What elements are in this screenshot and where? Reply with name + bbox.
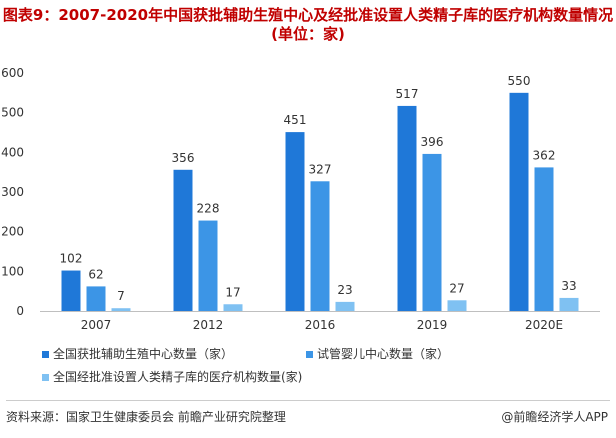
bar: [335, 301, 355, 311]
bar: [422, 153, 442, 311]
data-label: 17: [225, 285, 240, 299]
chart-title: 图表9：2007-2020年中国获批辅助生殖中心及经批准设置人类精子库的医疗机构…: [2, 6, 614, 43]
x-tick-label: 2012: [193, 318, 224, 332]
bar: [509, 92, 529, 311]
data-label: 228: [197, 202, 220, 216]
bar: [223, 304, 243, 311]
x-tick-label: 2019: [417, 318, 448, 332]
data-label: 7: [117, 289, 125, 303]
data-label: 550: [508, 74, 531, 88]
x-tick-label: 2007: [81, 318, 112, 332]
footer-divider: [6, 400, 610, 401]
x-tick-label: 2020E: [525, 318, 563, 332]
brand-label: @前瞻经济学人APP: [501, 410, 608, 424]
data-label: 62: [88, 267, 103, 281]
bar: [86, 286, 106, 311]
source-note: 资料来源：国家卫生健康委员会 前瞻产业研究院整理: [6, 410, 286, 424]
bar: [310, 181, 330, 311]
data-label: 327: [309, 162, 332, 176]
y-tick-label: 200: [1, 225, 24, 239]
data-label: 23: [337, 283, 352, 297]
y-tick-label: 400: [1, 145, 24, 159]
bar: [61, 270, 81, 311]
legend-label: 全国获批辅助生殖中心数量（家）: [53, 347, 234, 361]
data-label: 33: [561, 279, 576, 293]
y-tick-label: 300: [1, 185, 24, 199]
y-tick-label: 0: [16, 304, 24, 318]
legend-label: 试管婴儿中心数量（家）: [317, 347, 450, 361]
data-label: 396: [421, 135, 444, 149]
data-label: 27: [449, 281, 464, 295]
bar: [447, 300, 467, 311]
bar: [173, 169, 193, 311]
bar: [559, 297, 579, 311]
data-label: 362: [533, 148, 556, 162]
x-tick-label: 2016: [305, 318, 336, 332]
bar: [534, 167, 554, 311]
data-label: 102: [60, 252, 83, 266]
data-label: 517: [396, 87, 419, 101]
legend-swatch: [42, 374, 49, 381]
y-tick-label: 600: [1, 66, 24, 80]
bar: [198, 220, 218, 311]
bar: [397, 105, 417, 311]
y-tick-label: 500: [1, 106, 24, 120]
legend-swatch: [306, 351, 313, 358]
bar: [111, 308, 131, 311]
legend-label: 全国经批准设置人类精子库的医疗机构数量(家): [53, 370, 303, 384]
y-tick-label: 100: [1, 264, 24, 278]
data-label: 356: [172, 151, 195, 165]
bar: [285, 132, 305, 311]
legend-swatch: [42, 351, 49, 358]
data-label: 451: [284, 113, 307, 127]
